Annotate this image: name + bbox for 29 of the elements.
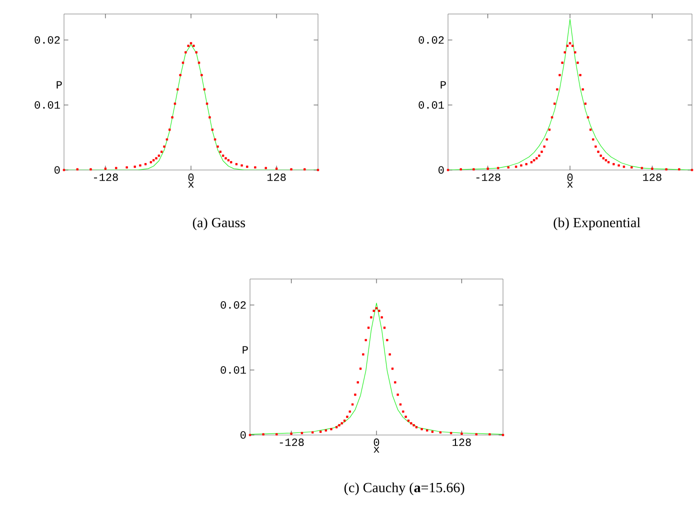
text: (b) Exponential xyxy=(554,217,640,230)
y-tick-label: 0.01 xyxy=(34,101,60,109)
x-tick-label: -128 xyxy=(476,174,500,181)
y-tick-label: 0.02 xyxy=(418,36,444,44)
y-axis-title: P xyxy=(242,346,248,354)
y-tick-label: 0 xyxy=(240,431,246,439)
x-axis-title: x xyxy=(188,182,194,188)
x-tick-label: -128 xyxy=(94,174,118,181)
y-axis-title: P xyxy=(440,81,446,88)
text: (c) Cauchy (a=15.66) xyxy=(344,482,464,496)
y-tick-label: 0 xyxy=(438,166,444,174)
line-series xyxy=(250,302,503,435)
y-tick-label: 0.01 xyxy=(418,101,444,109)
line-series xyxy=(448,18,692,170)
y-axis-title: P xyxy=(56,81,62,88)
x-tick-label: 128 xyxy=(452,438,471,446)
x-tick-label: 128 xyxy=(643,174,662,181)
x-axis-title: x xyxy=(374,446,380,453)
x-tick-label: -128 xyxy=(280,438,304,446)
x-tick-label: 128 xyxy=(267,174,286,181)
x-tick-label: 0 xyxy=(188,174,194,181)
x-axis-title: x xyxy=(567,182,573,188)
y-tick-label: 0 xyxy=(54,166,60,174)
y-tick-label: 0.01 xyxy=(220,366,246,374)
y-tick-label: 0.02 xyxy=(220,301,246,309)
x-tick-label: 0 xyxy=(374,438,380,446)
text: (a) Gauss xyxy=(192,217,246,230)
y-tick-label: 0.02 xyxy=(34,36,60,44)
x-tick-label: 0 xyxy=(567,174,573,181)
